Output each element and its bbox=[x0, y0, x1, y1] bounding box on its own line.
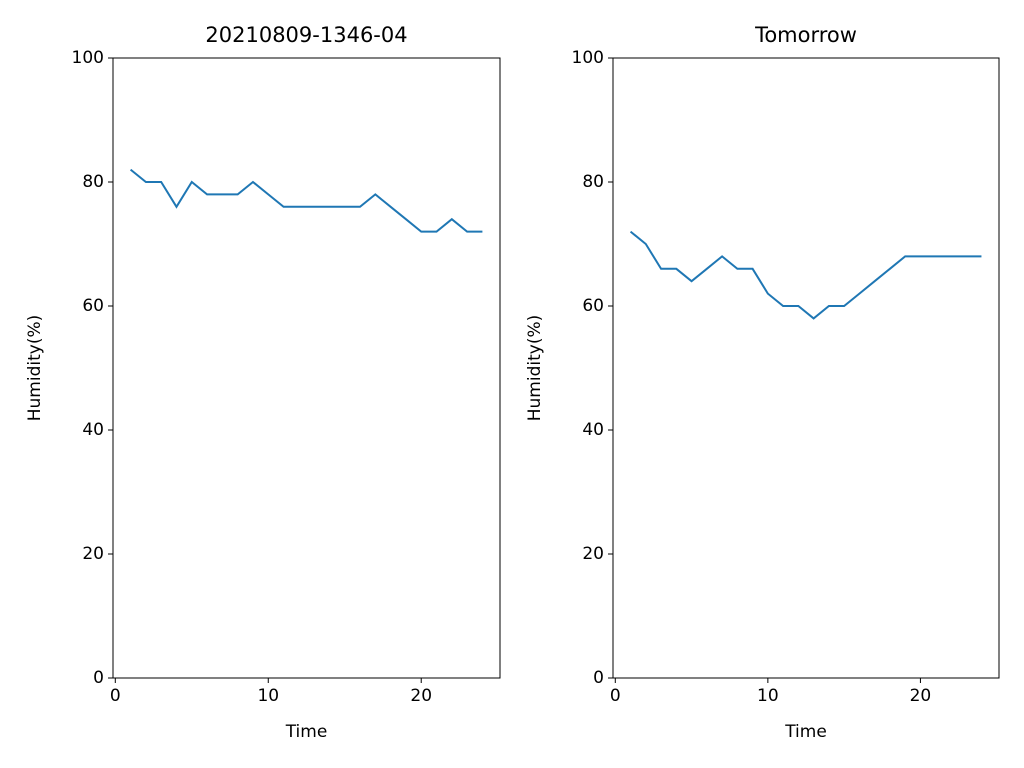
axes-frame bbox=[612, 57, 1000, 679]
data-line bbox=[129, 168, 483, 233]
y-tick-label: 0 bbox=[593, 668, 604, 688]
chart-title: Tomorrow bbox=[754, 23, 857, 47]
x-tick-label: 0 bbox=[110, 686, 121, 706]
x-tick-label: 10 bbox=[257, 686, 279, 706]
chart-title: 20210809-1346-04 bbox=[205, 23, 407, 47]
y-tick-label: 60 bbox=[82, 296, 104, 316]
y-tick-label: 80 bbox=[582, 172, 604, 192]
y-tick-label: 20 bbox=[82, 544, 104, 564]
y-axis-label: Humidity(%) bbox=[525, 315, 545, 422]
y-tick-label: 60 bbox=[582, 296, 604, 316]
data-line bbox=[629, 230, 982, 320]
y-tick-label: 80 bbox=[82, 172, 104, 192]
x-tick-label: 10 bbox=[757, 686, 779, 706]
y-tick-label: 100 bbox=[572, 48, 604, 68]
y-tick-label: 0 bbox=[93, 668, 104, 688]
x-tick-label: 20 bbox=[910, 686, 932, 706]
x-tick-label: 0 bbox=[610, 686, 621, 706]
y-tick-label: 40 bbox=[582, 420, 604, 440]
y-axis-label: Humidity(%) bbox=[25, 315, 45, 422]
x-axis-label: Time bbox=[784, 722, 827, 742]
y-tick-label: 40 bbox=[82, 420, 104, 440]
y-tick-label: 20 bbox=[582, 544, 604, 564]
x-tick-label: 20 bbox=[410, 686, 432, 706]
x-axis-label: Time bbox=[285, 722, 328, 742]
axes-frame bbox=[112, 57, 501, 679]
y-tick-label: 100 bbox=[72, 48, 104, 68]
